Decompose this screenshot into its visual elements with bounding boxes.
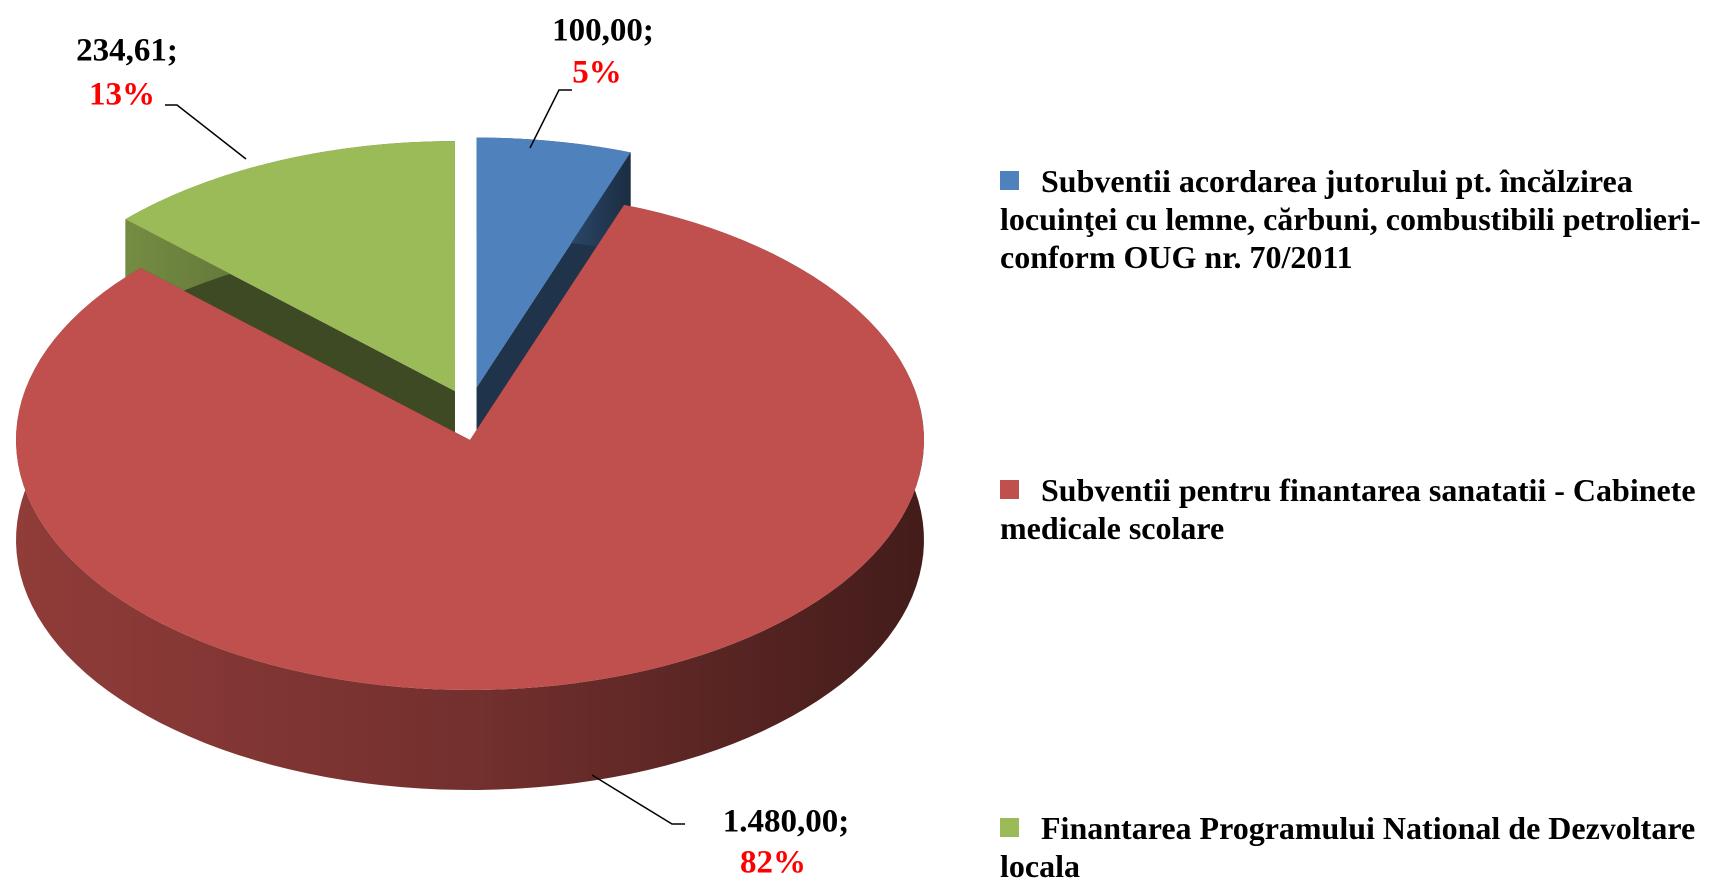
slice (125, 141, 455, 392)
legend-swatch (1000, 171, 1019, 190)
legend-swatch (1000, 818, 1019, 837)
leader-line (591, 774, 685, 825)
data-label: 1.480,00; (723, 804, 850, 840)
leader-line (529, 89, 572, 149)
leader-line (165, 104, 247, 160)
legend-label: Finantarea Programului National de Dezvo… (1000, 810, 1696, 882)
slice (16, 204, 924, 690)
percent-label: 13% (89, 77, 155, 113)
legend-entry: Subventii pentru finantarea sanatatii - … (1000, 471, 1725, 547)
legend-label: Subventii acordarea jutorului pt. încălz… (1000, 163, 1701, 275)
percent-label: 82% (740, 845, 806, 881)
legend-entry: Subventii acordarea jutorului pt. încălz… (1000, 162, 1725, 276)
legend-label: Subventii pentru finantarea sanatatii - … (1000, 472, 1696, 546)
data-label: 234,61; (76, 33, 178, 69)
slice (476, 137, 631, 388)
legend-entry: Finantarea Programului National de Dezvo… (1000, 809, 1725, 882)
legend-swatch (1000, 480, 1019, 499)
data-label: 100,00; (552, 13, 654, 49)
percent-label: 5% (572, 55, 622, 91)
